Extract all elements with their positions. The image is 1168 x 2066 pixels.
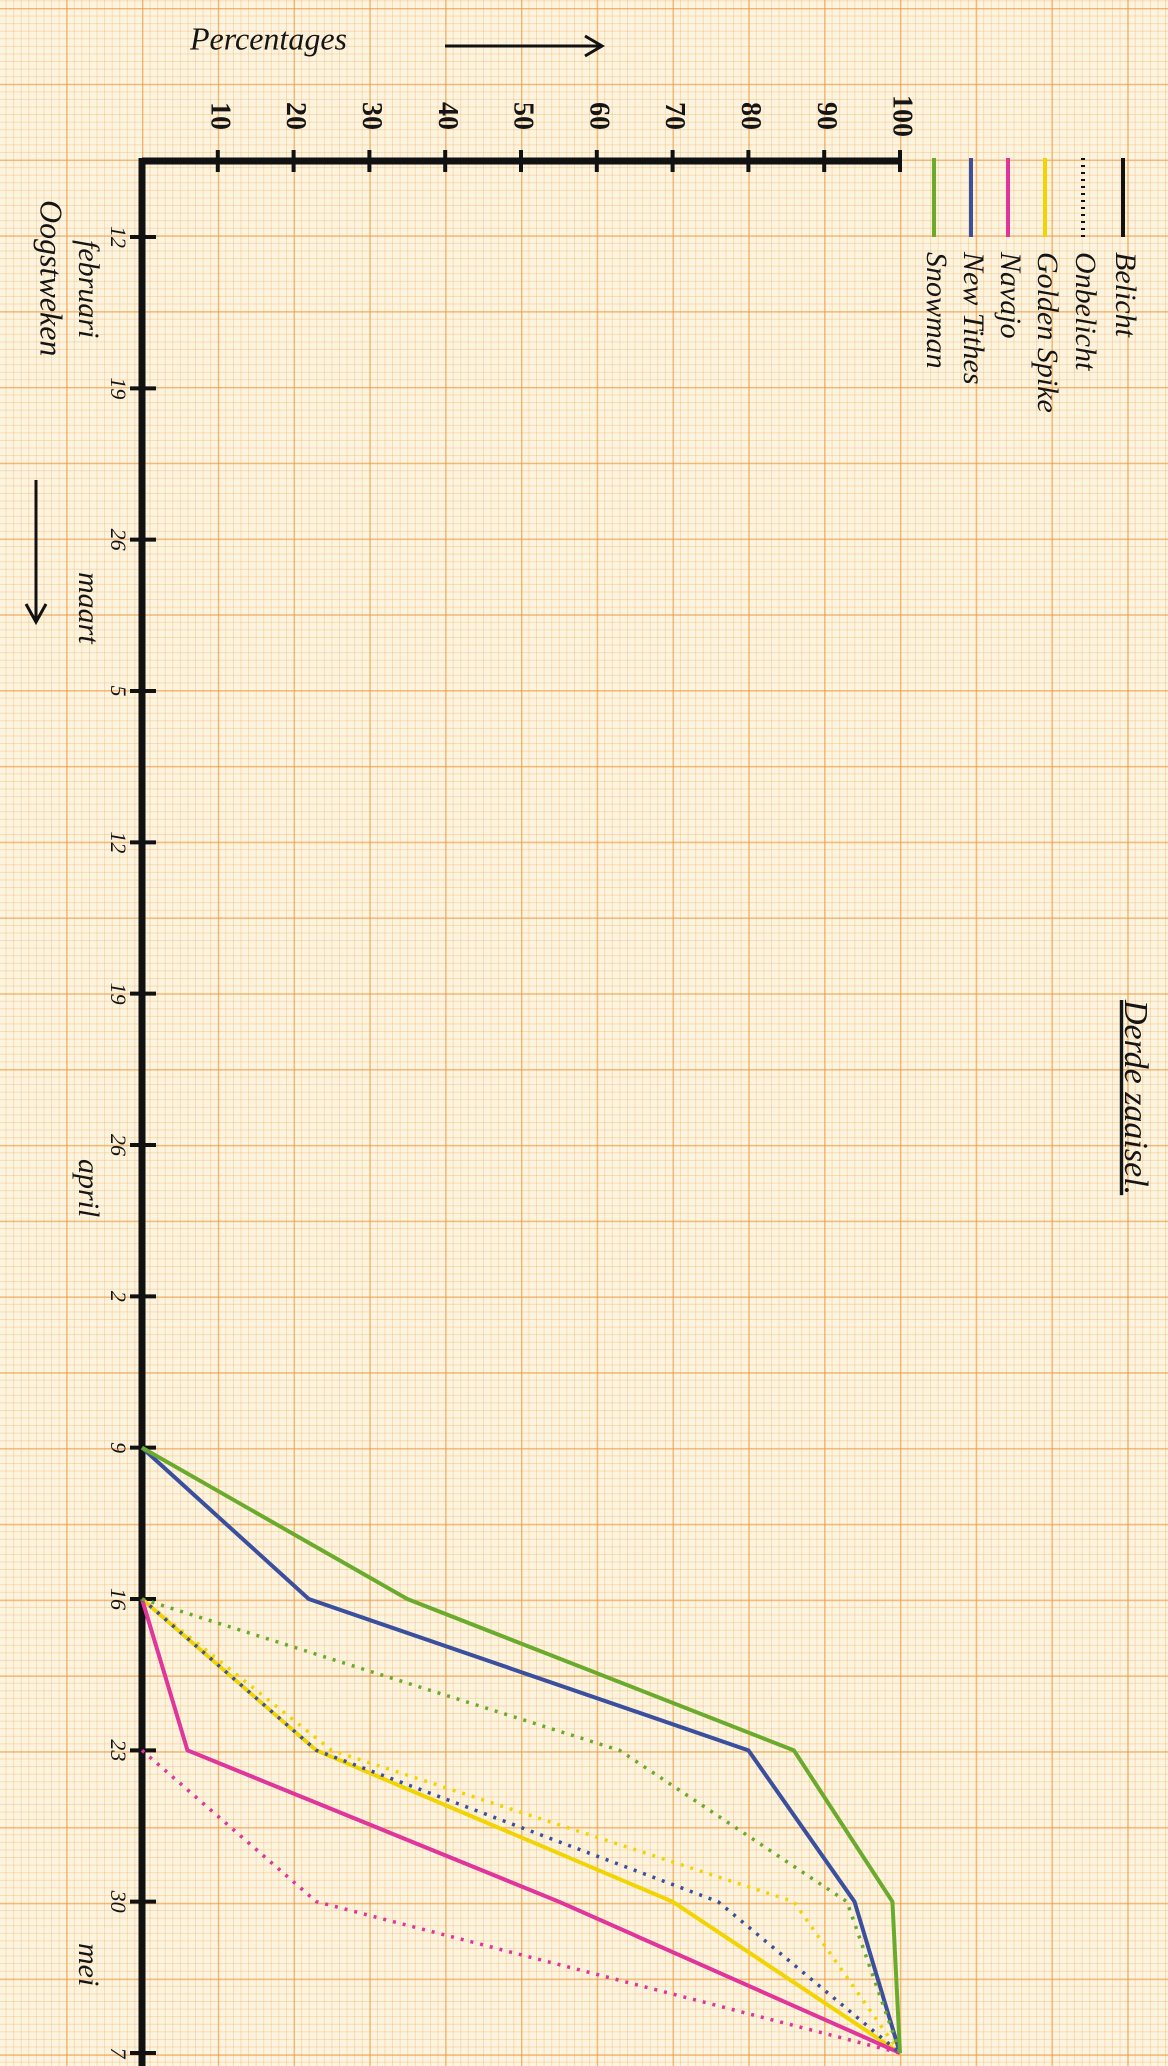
series-line <box>140 1598 901 2055</box>
axis-arrow-head <box>24 603 48 626</box>
series-line-dotted <box>141 1597 902 2054</box>
legend-label: Navajo <box>994 251 1027 339</box>
y-axis-label: Oogstweken <box>34 200 70 356</box>
series-line-dotted <box>140 1597 902 2055</box>
legend-label: Onbelicht <box>1069 252 1102 371</box>
y-tick-label: 5 <box>106 686 131 697</box>
series-line <box>141 1445 902 2054</box>
y-tick-label: 16 <box>106 1588 131 1610</box>
chart-title: Derde zaaisel. <box>1117 999 1154 1195</box>
x-tick-label: 20 <box>280 102 311 130</box>
y-tick-label: 12 <box>106 226 131 248</box>
y-tick-label: 26 <box>106 1134 131 1156</box>
y-tick-label: 19 <box>106 377 131 399</box>
y-tick-label: 23 <box>106 1739 131 1761</box>
legend-label: Snowman <box>920 252 953 369</box>
month-label: mei <box>72 1943 105 1986</box>
series-line-dotted <box>140 1749 901 2055</box>
x-axis-label: Percentages <box>189 20 347 56</box>
legend-label: New Tithes <box>957 251 990 385</box>
y-tick-label: 12 <box>106 831 131 853</box>
axis-arrow-head <box>584 34 605 58</box>
x-tick-label: 60 <box>583 102 614 130</box>
y-tick-label: 2 <box>106 1291 131 1302</box>
series-line <box>140 1446 902 2054</box>
x-tick-label: 70 <box>659 102 690 130</box>
x-tick-label: 100 <box>887 95 918 137</box>
legend-label: Belicht <box>1109 252 1142 338</box>
legend-label: Golden Spike <box>1031 252 1064 413</box>
x-tick-label: 90 <box>811 102 842 130</box>
month-label: februari <box>72 240 105 338</box>
y-tick-label: 19 <box>106 983 131 1005</box>
y-tick-label: 7 <box>106 2048 131 2060</box>
x-tick-label: 30 <box>356 102 387 130</box>
x-tick-label: 50 <box>508 102 539 130</box>
series-line-dotted <box>140 1597 902 2055</box>
month-label: maart <box>72 572 105 644</box>
series-line <box>140 1597 902 2055</box>
month-label: april <box>72 1159 105 1217</box>
y-tick-label: 30 <box>106 1890 131 1913</box>
x-tick-label: 40 <box>432 102 463 130</box>
y-tick-label: 9 <box>106 1442 131 1453</box>
x-tick-label: 10 <box>204 102 235 130</box>
x-tick-label: 80 <box>735 102 766 130</box>
y-tick-label: 26 <box>106 529 131 551</box>
